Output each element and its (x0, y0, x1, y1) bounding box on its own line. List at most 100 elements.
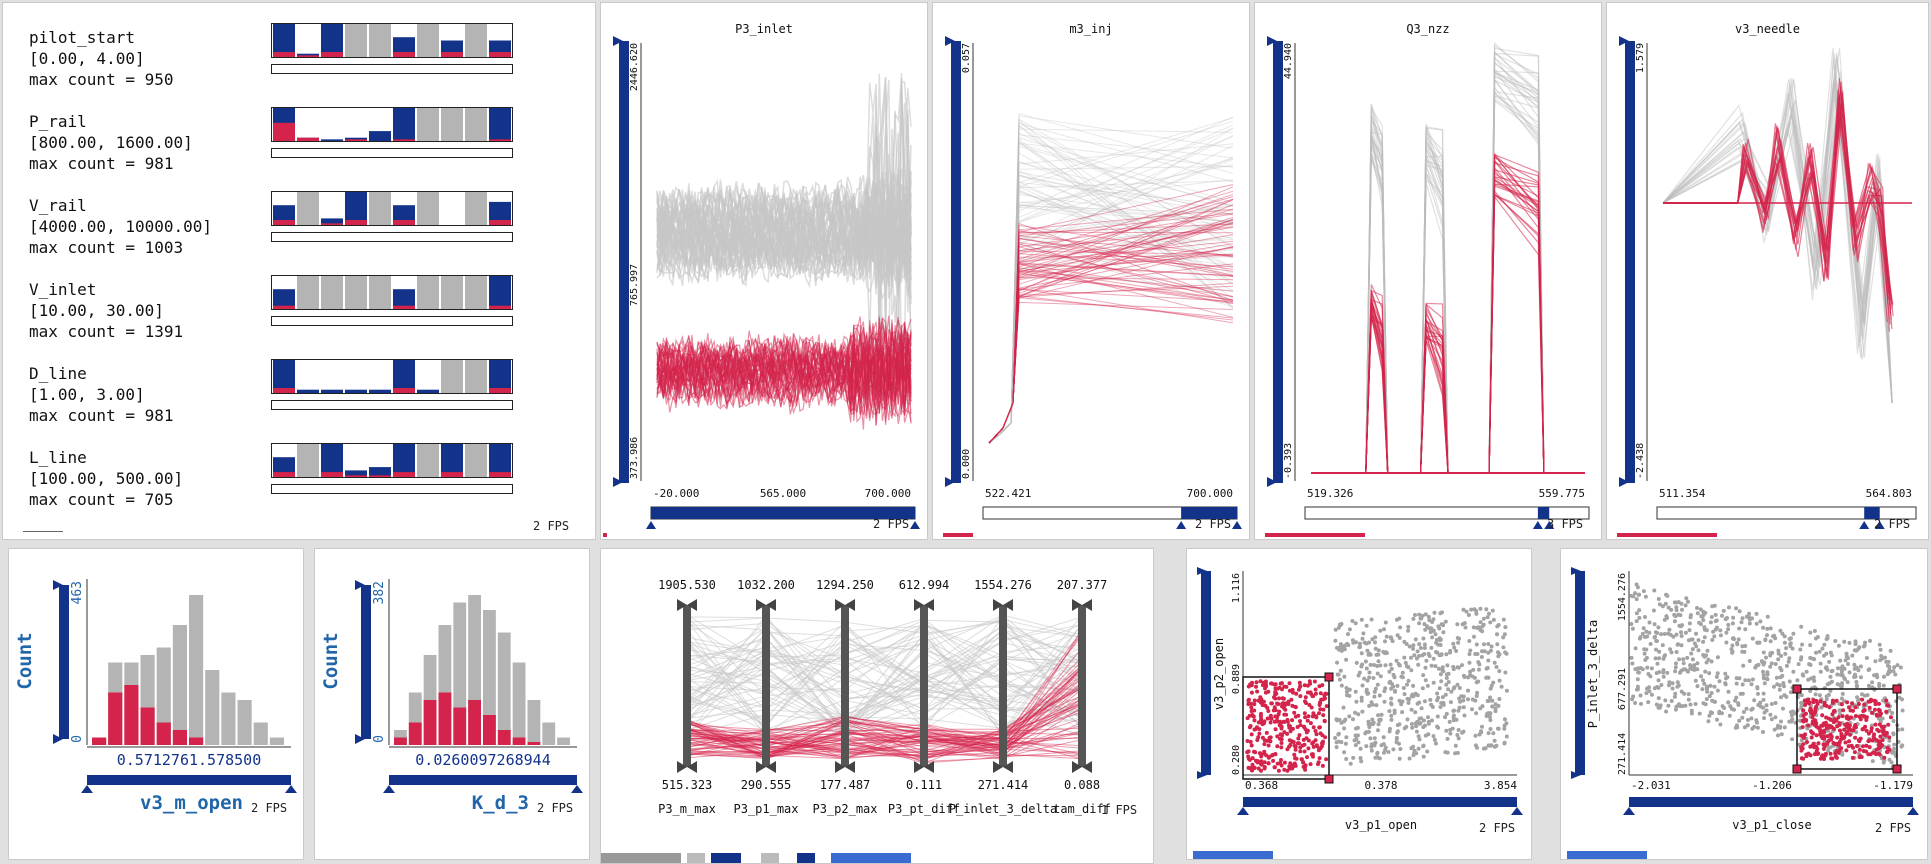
histogram-selected-bar (527, 742, 541, 745)
y-range-slider[interactable] (1201, 571, 1211, 775)
y-axis-bottom-label: 0.280 (1231, 745, 1242, 775)
histogram-selected-bar (189, 737, 204, 745)
axis-bottom-label: 271.414 (978, 778, 1029, 792)
mini-histogram[interactable] (271, 359, 515, 411)
slider-handle-top[interactable] (53, 580, 63, 590)
slider-handle-top[interactable] (355, 580, 365, 590)
y-range-slider[interactable] (1575, 571, 1585, 775)
histogram-row-range: [10.00, 30.00] (29, 301, 164, 320)
histogram-row-name: P_rail (29, 112, 87, 131)
brush-handle[interactable] (1324, 672, 1334, 682)
histogram-bar (489, 108, 511, 141)
slider-handle-bottom[interactable] (1267, 477, 1277, 487)
slider-handle[interactable] (910, 521, 920, 529)
y-range-slider[interactable] (59, 585, 69, 739)
slider-handle[interactable] (1859, 521, 1870, 529)
slider-handle-top[interactable] (945, 36, 955, 46)
histogram-bar (417, 276, 439, 309)
x-range-slider[interactable] (389, 775, 577, 785)
histogram-bar (465, 192, 487, 225)
slider-handle-bottom[interactable] (53, 734, 63, 744)
y-axis-top-label: 1554.276 (1617, 573, 1628, 621)
slider-handle[interactable] (1532, 521, 1543, 529)
slider-handle-bottom[interactable] (613, 477, 623, 487)
slider-handle[interactable] (1874, 521, 1885, 529)
x-range-slider[interactable] (1304, 506, 1590, 520)
y-range-slider[interactable] (951, 41, 961, 483)
x-range-slider[interactable] (1243, 797, 1517, 807)
slider-handle-top[interactable] (613, 36, 623, 46)
y-range-slider[interactable] (1273, 41, 1283, 483)
histogram-selected-bar (273, 472, 295, 477)
histogram-selected-bar (441, 472, 463, 477)
slider-handle[interactable] (1544, 521, 1555, 529)
slider-handle-top[interactable] (1619, 36, 1629, 46)
histogram-row-range: [1.00, 3.00] (29, 385, 145, 404)
brush-handle[interactable] (1892, 684, 1902, 694)
histogram-selected-bar (489, 472, 511, 477)
range-slider[interactable] (271, 64, 513, 74)
y-range-slider[interactable] (361, 585, 371, 739)
slider-handle[interactable] (81, 785, 93, 793)
y-max-label: 463 (70, 581, 85, 604)
slider-handle[interactable] (571, 785, 583, 793)
histogram-bar (441, 108, 463, 141)
time-series-lines (988, 112, 1234, 444)
range-slider[interactable] (271, 400, 513, 410)
range-slider[interactable] (271, 316, 513, 326)
histogram-bar (237, 700, 252, 745)
brush-rectangle[interactable] (1796, 688, 1898, 770)
brush-handle[interactable] (1324, 774, 1334, 784)
parallel-axis[interactable] (999, 605, 1007, 767)
slider-handle-bottom[interactable] (945, 477, 955, 487)
mini-histogram[interactable] (271, 275, 515, 327)
histogram-selected-bar (156, 722, 171, 745)
preview-strip (797, 853, 815, 863)
histogram-bar (542, 722, 556, 745)
parallel-axis[interactable] (762, 605, 770, 767)
fps-label: 2 FPS (873, 517, 910, 531)
parallel-axis[interactable] (1078, 605, 1086, 767)
mini-histogram[interactable] (271, 191, 515, 243)
preview-strip (1567, 851, 1647, 859)
mini-histogram[interactable] (271, 23, 515, 75)
histogram-selected-bar (393, 139, 415, 141)
time-series-lines (1662, 48, 1912, 404)
fps-label: 2 FPS (1195, 517, 1232, 531)
brush-handle[interactable] (1792, 684, 1802, 694)
slider-handle[interactable] (1176, 521, 1187, 529)
range-slider[interactable] (271, 148, 513, 158)
x-axis-right-label: 700.000 (865, 487, 911, 500)
histogram-selected-bar (393, 305, 415, 309)
slider-handle[interactable] (285, 785, 297, 793)
x-axis-left-label: -20.000 (653, 487, 699, 500)
mini-histogram[interactable] (271, 443, 515, 495)
y-range-slider[interactable] (1625, 41, 1635, 483)
range-slider[interactable] (271, 232, 513, 242)
parallel-axis[interactable] (841, 605, 849, 767)
parallel-axis[interactable] (920, 605, 928, 767)
slider-handle-bottom[interactable] (1619, 477, 1629, 487)
slider-handle-bottom[interactable] (355, 734, 365, 744)
brush-handle[interactable] (1892, 764, 1902, 774)
brush-rectangle[interactable] (1242, 676, 1330, 780)
brush-handle[interactable] (1792, 764, 1802, 774)
x-axis-mid-label: 565.000 (760, 487, 806, 500)
x-range-slider[interactable] (87, 775, 291, 785)
range-slider[interactable] (271, 484, 513, 494)
x-range-slider[interactable] (1629, 797, 1913, 807)
axis-bottom-label: 290.555 (741, 778, 792, 792)
slider-handle[interactable] (646, 521, 656, 529)
y-range-slider[interactable] (619, 41, 629, 483)
slider-handle-top[interactable] (1267, 36, 1277, 46)
y-max-label: 382 (372, 581, 387, 604)
fps-label: 2 FPS (533, 519, 570, 533)
parallel-axis[interactable] (683, 605, 691, 767)
slider-handle[interactable] (383, 785, 395, 793)
line-panel-p3-inlet: P3_inlet 2446.620 765.997 373.986 -20.000 565… (600, 2, 928, 540)
x-axis-left-label: 519.326 (1307, 487, 1353, 500)
slider-handle[interactable] (1232, 521, 1242, 529)
mini-histogram[interactable] (271, 107, 515, 159)
x-range-slider[interactable] (1656, 506, 1917, 520)
histogram-bar (297, 192, 319, 225)
